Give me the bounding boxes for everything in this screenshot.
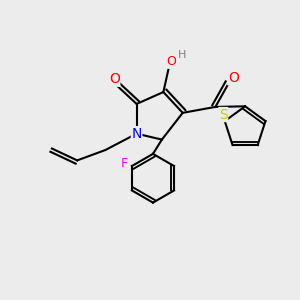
Text: N: N — [131, 127, 142, 141]
Text: O: O — [109, 72, 120, 86]
Text: S: S — [219, 108, 228, 122]
Text: F: F — [121, 157, 128, 170]
Text: O: O — [166, 55, 176, 68]
Text: O: O — [228, 71, 239, 85]
Text: H: H — [178, 50, 186, 60]
